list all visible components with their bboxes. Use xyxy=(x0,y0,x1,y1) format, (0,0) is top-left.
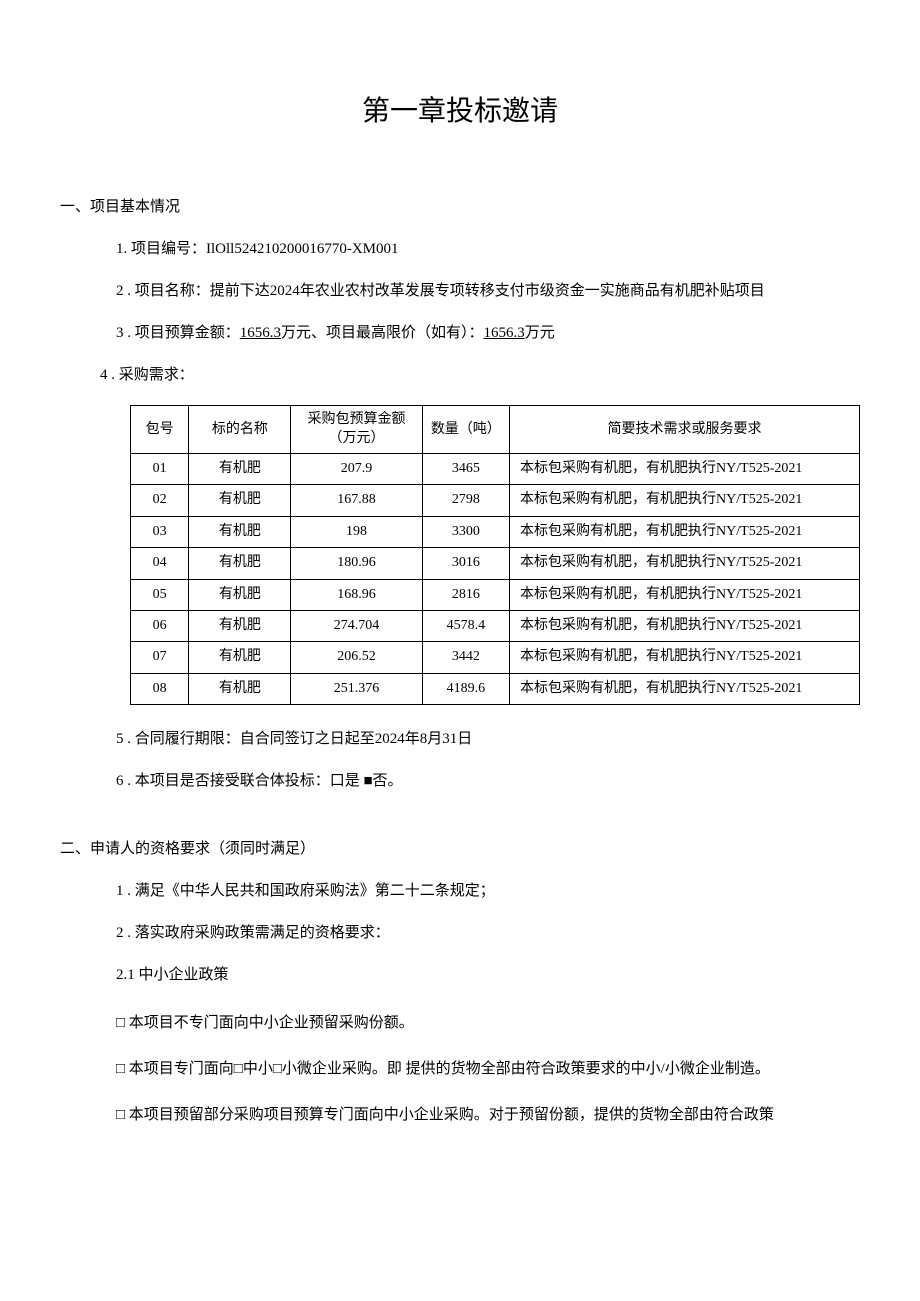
table-cell-qty: 2798 xyxy=(422,485,509,516)
table-row: 08有机肥251.3764189.6本标包采购有机肥，有机肥执行NY/T525-… xyxy=(131,673,860,704)
table-cell-no: 06 xyxy=(131,610,189,641)
table-cell-budget: 207.9 xyxy=(291,453,422,484)
table-cell-no: 07 xyxy=(131,642,189,673)
header-item-name: 标的名称 xyxy=(189,405,291,453)
header-quantity: 数量（吨） xyxy=(422,405,509,453)
consortium-bid: 6 . 本项目是否接受联合体投标：口是 ■否。 xyxy=(116,769,860,793)
table-cell-budget: 168.96 xyxy=(291,579,422,610)
table-cell-qty: 3442 xyxy=(422,642,509,673)
project-name-label: 2 . 项目名称： xyxy=(116,283,210,299)
table-cell-no: 05 xyxy=(131,579,189,610)
table-cell-name: 有机肥 xyxy=(189,548,291,579)
table-cell-req: 本标包采购有机肥，有机肥执行NY/T525-2021 xyxy=(510,485,860,516)
budget-mid: 万元、项目最高限价（如有）： xyxy=(281,325,484,341)
table-cell-name: 有机肥 xyxy=(189,453,291,484)
table-cell-req: 本标包采购有机肥，有机肥执行NY/T525-2021 xyxy=(510,673,860,704)
qualification-1: 1 . 满足《中华人民共和国政府采购法》第二十二条规定； xyxy=(116,879,860,903)
checkbox-option-3: □ 本项目预留部分采购项目预算专门面向中小企业采购。对于预留份额，提供的货物全部… xyxy=(116,1103,860,1127)
project-name: 2 . 项目名称：提前下达2024年农业农村改革发展专项转移支付市级资金一实施商… xyxy=(116,279,860,303)
table-row: 02有机肥167.882798本标包采购有机肥，有机肥执行NY/T525-202… xyxy=(131,485,860,516)
table-cell-req: 本标包采购有机肥，有机肥执行NY/T525-2021 xyxy=(510,579,860,610)
table-cell-budget: 167.88 xyxy=(291,485,422,516)
table-row: 06有机肥274.7044578.4本标包采购有机肥，有机肥执行NY/T525-… xyxy=(131,610,860,641)
header-requirements: 简要技术需求或服务要求 xyxy=(510,405,860,453)
budget-label: 3 . 项目预算金额： xyxy=(116,325,240,341)
table-cell-req: 本标包采购有机肥，有机肥执行NY/T525-2021 xyxy=(510,548,860,579)
budget-amount: 1656.3 xyxy=(240,325,281,341)
header-package-no: 包号 xyxy=(131,405,189,453)
table-cell-qty: 3016 xyxy=(422,548,509,579)
table-cell-name: 有机肥 xyxy=(189,516,291,547)
table-cell-no: 03 xyxy=(131,516,189,547)
table-cell-budget: 251.376 xyxy=(291,673,422,704)
project-number: 1. 项目编号：IlOll524210200016770-XM001 xyxy=(116,237,860,261)
project-number-value: IlOll524210200016770-XM001 xyxy=(206,241,399,257)
table-cell-no: 01 xyxy=(131,453,189,484)
budget-suffix: 万元 xyxy=(525,325,555,341)
chapter-title: 第一章投标邀请 xyxy=(60,90,860,135)
section2-heading: 二、申请人的资格要求（须同时满足） xyxy=(60,837,860,861)
project-name-value: 提前下达2024年农业农村改革发展专项转移支付市级资金一实施商品有机肥补贴项目 xyxy=(210,283,765,299)
table-cell-name: 有机肥 xyxy=(189,579,291,610)
table-cell-qty: 4578.4 xyxy=(422,610,509,641)
table-cell-budget: 198 xyxy=(291,516,422,547)
procurement-table: 包号 标的名称 采购包预算金额（万元） 数量（吨） 简要技术需求或服务要求 01… xyxy=(130,405,860,705)
project-number-label: 1. 项目编号： xyxy=(116,241,206,257)
table-cell-no: 04 xyxy=(131,548,189,579)
table-row: 04有机肥180.963016本标包采购有机肥，有机肥执行NY/T525-202… xyxy=(131,548,860,579)
table-cell-req: 本标包采购有机肥，有机肥执行NY/T525-2021 xyxy=(510,516,860,547)
section1-heading: 一、项目基本情况 xyxy=(60,195,860,219)
table-cell-qty: 3300 xyxy=(422,516,509,547)
table-cell-req: 本标包采购有机肥，有机肥执行NY/T525-2021 xyxy=(510,453,860,484)
header-budget: 采购包预算金额（万元） xyxy=(291,405,422,453)
table-cell-name: 有机肥 xyxy=(189,610,291,641)
table-cell-no: 08 xyxy=(131,673,189,704)
max-price: 1656.3 xyxy=(484,325,525,341)
table-cell-qty: 2816 xyxy=(422,579,509,610)
table-cell-name: 有机肥 xyxy=(189,673,291,704)
table-cell-name: 有机肥 xyxy=(189,642,291,673)
contract-period: 5 . 合同履行期限：自合同签订之日起至2024年8月31日 xyxy=(116,727,860,751)
table-cell-budget: 180.96 xyxy=(291,548,422,579)
table-cell-qty: 4189.6 xyxy=(422,673,509,704)
table-cell-no: 02 xyxy=(131,485,189,516)
table-row: 01有机肥207.93465本标包采购有机肥，有机肥执行NY/T525-2021 xyxy=(131,453,860,484)
procurement-requirements: 4 . 采购需求： xyxy=(100,363,860,387)
table-cell-req: 本标包采购有机肥，有机肥执行NY/T525-2021 xyxy=(510,642,860,673)
table-cell-qty: 3465 xyxy=(422,453,509,484)
project-budget: 3 . 项目预算金额：1656.3万元、项目最高限价（如有）：1656.3万元 xyxy=(116,321,860,345)
table-row: 05有机肥168.962816本标包采购有机肥，有机肥执行NY/T525-202… xyxy=(131,579,860,610)
sme-policy: 2.1 中小企业政策 xyxy=(116,963,860,987)
table-cell-budget: 206.52 xyxy=(291,642,422,673)
checkbox-option-2: □ 本项目专门面向□中小□小微企业采购。即 提供的货物全部由符合政策要求的中小/… xyxy=(116,1057,860,1081)
table-cell-req: 本标包采购有机肥，有机肥执行NY/T525-2021 xyxy=(510,610,860,641)
table-row: 07有机肥206.523442本标包采购有机肥，有机肥执行NY/T525-202… xyxy=(131,642,860,673)
qualification-2: 2 . 落实政府采购政策需满足的资格要求： xyxy=(116,921,860,945)
table-cell-name: 有机肥 xyxy=(189,485,291,516)
table-header-row: 包号 标的名称 采购包预算金额（万元） 数量（吨） 简要技术需求或服务要求 xyxy=(131,405,860,453)
checkbox-option-1: □ 本项目不专门面向中小企业预留采购份额。 xyxy=(116,1011,860,1035)
table-row: 03有机肥1983300本标包采购有机肥，有机肥执行NY/T525-2021 xyxy=(131,516,860,547)
table-cell-budget: 274.704 xyxy=(291,610,422,641)
